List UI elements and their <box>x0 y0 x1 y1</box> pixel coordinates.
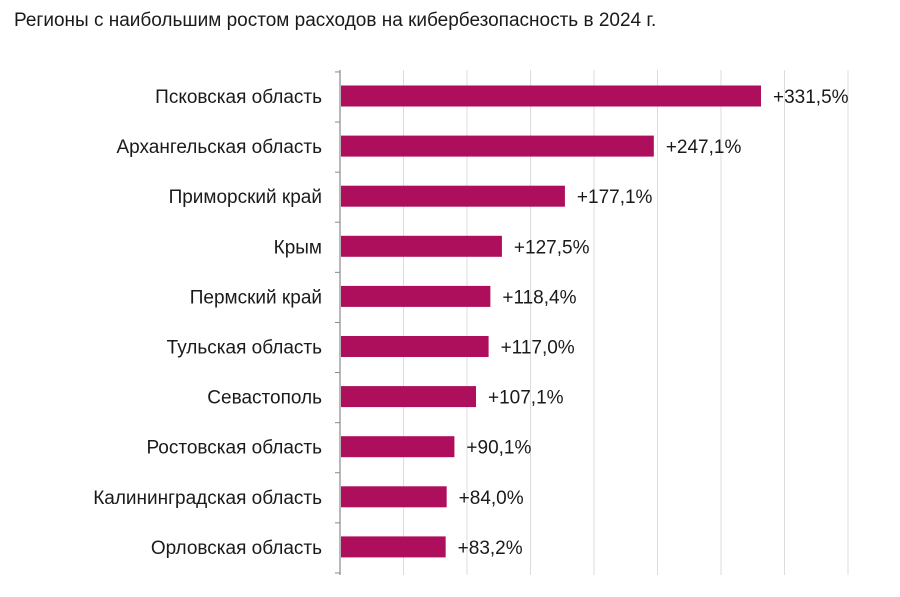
bars <box>341 85 762 558</box>
bar <box>341 486 447 508</box>
bar <box>341 235 502 257</box>
gridlines <box>403 70 849 575</box>
category-label: Псковская область <box>155 87 322 108</box>
value-label: +127,5% <box>514 237 590 258</box>
bar <box>341 536 446 558</box>
bar <box>341 386 477 408</box>
category-label: Тульская область <box>167 338 322 359</box>
value-label: +107,1% <box>488 388 564 409</box>
labels: Псковская область +331,5% Архангельская об… <box>93 87 848 559</box>
category-label: Пермский край <box>190 287 322 308</box>
bar <box>341 285 491 307</box>
y-axis <box>335 70 341 575</box>
bar <box>341 336 489 357</box>
category-label: Орловская область <box>151 538 322 559</box>
category-label: Ростовская область <box>146 438 322 459</box>
bar <box>341 135 654 157</box>
value-label: +118,4% <box>502 287 576 308</box>
category-label: Крым <box>274 237 322 258</box>
category-label: Калининградская область <box>93 488 322 509</box>
category-label: Приморский край <box>169 187 322 208</box>
value-label: +247,1% <box>666 137 742 158</box>
value-label: +177,1% <box>577 187 653 208</box>
value-label: +90,1% <box>466 438 531 459</box>
bar <box>341 85 762 107</box>
value-label: +83,2% <box>458 538 523 559</box>
chart-title: Регионы с наибольшим ростом расходов на … <box>14 10 657 31</box>
value-label: +117,0% <box>501 338 575 359</box>
value-label: +84,0% <box>459 488 524 509</box>
category-label: Архангельская область <box>116 137 322 158</box>
bar <box>341 436 455 458</box>
category-label: Севастополь <box>207 388 322 409</box>
bar <box>341 185 565 207</box>
value-label: +331,5% <box>773 87 849 108</box>
